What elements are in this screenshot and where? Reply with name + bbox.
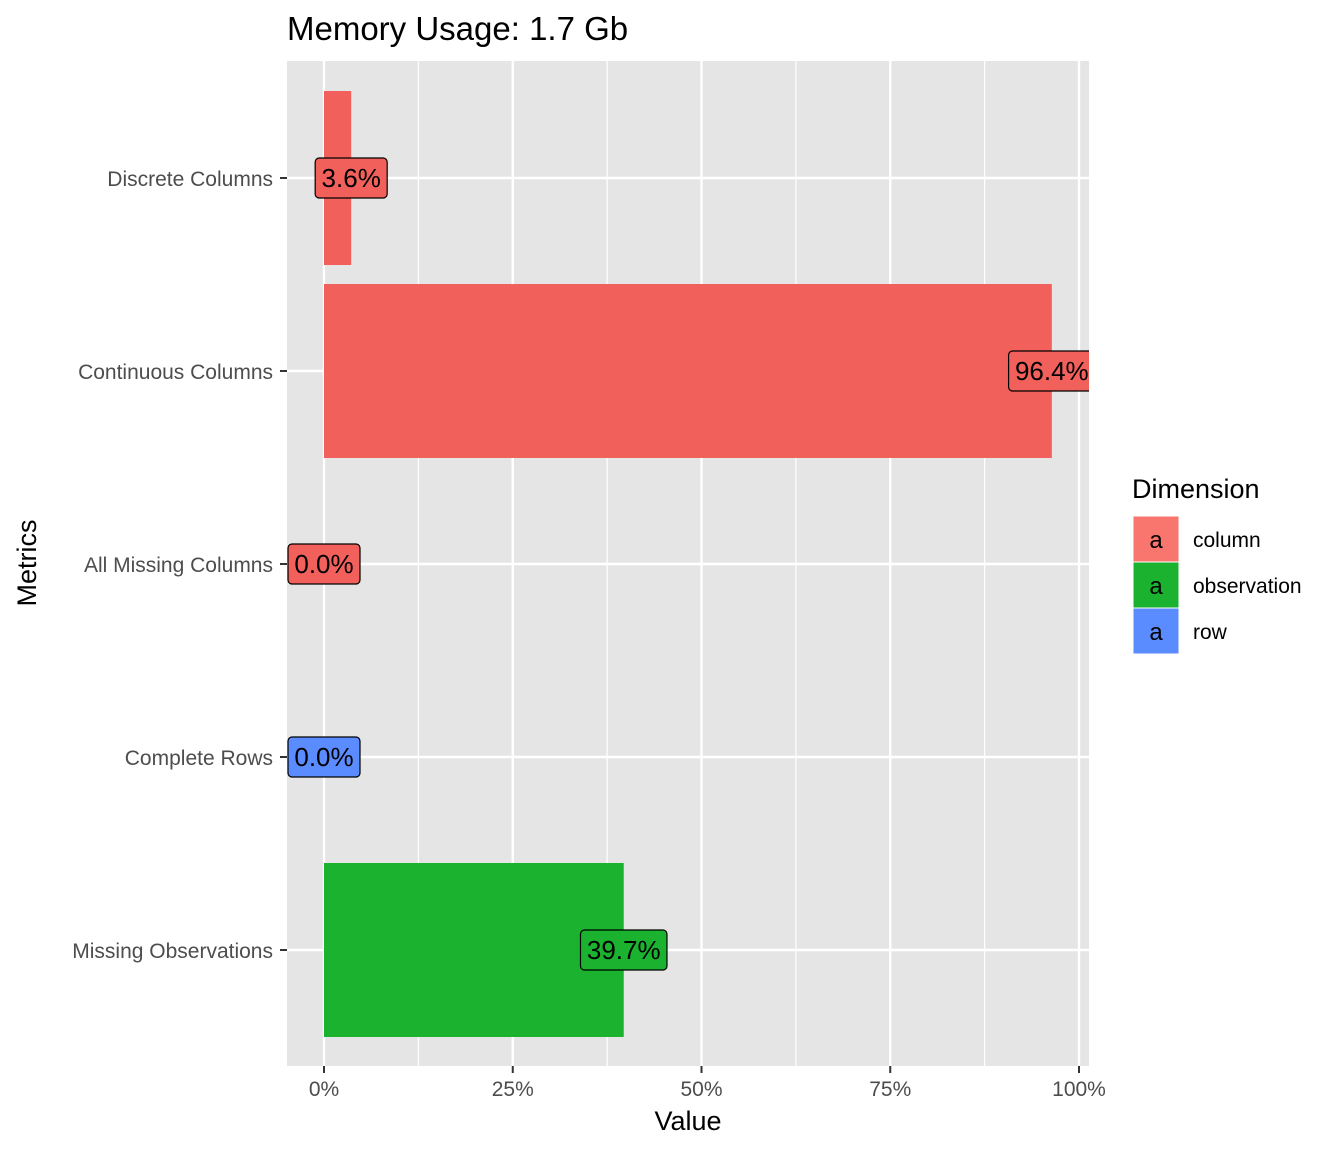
bar-missing-observations: [324, 863, 624, 1037]
data-label-text: 96.4%: [1015, 356, 1089, 386]
legend-item-row: a row: [1132, 607, 1228, 655]
legend-item-column: a column: [1132, 515, 1261, 563]
data-label-text: 39.7%: [587, 935, 661, 965]
legend-label: row: [1193, 621, 1228, 644]
bars: [324, 91, 1052, 1037]
legend-key: [1132, 607, 1180, 655]
x-tick-label: 0%: [309, 1078, 339, 1101]
x-tick-label: 75%: [869, 1078, 911, 1101]
data-label-text: 0.0%: [294, 742, 353, 772]
data-label: 39.7%: [579, 929, 668, 971]
y-tick-label: All Missing Columns: [84, 554, 273, 577]
y-axis-title: Metrics: [12, 520, 42, 607]
data-label-text: 3.6%: [322, 163, 381, 193]
legend-label: column: [1193, 529, 1261, 552]
legend-key: [1132, 561, 1180, 609]
legend-title: Dimension: [1132, 474, 1260, 504]
legend-key-glyph: a: [1149, 619, 1163, 646]
data-label-text: 0.0%: [294, 549, 353, 579]
legend-key: [1132, 515, 1180, 563]
y-tick-label: Discrete Columns: [107, 168, 273, 191]
y-tick-label: Complete Rows: [125, 747, 273, 770]
data-label: 0.0%: [287, 543, 361, 585]
data-label: 3.6%: [314, 157, 388, 199]
legend-key-glyph: a: [1149, 573, 1163, 600]
data-label: 0.0%: [287, 736, 361, 778]
x-axis: 0% 25% 50% 75% 100%: [309, 1066, 1106, 1101]
legend-label: observation: [1193, 575, 1302, 598]
x-tick-label: 25%: [492, 1078, 534, 1101]
chart-title: Memory Usage: 1.7 Gb: [287, 10, 628, 47]
data-label: 96.4%: [1007, 350, 1089, 392]
legend-key-glyph: a: [1149, 527, 1163, 554]
x-axis-title: Value: [654, 1106, 721, 1136]
bar-continuous-columns: [324, 284, 1052, 458]
legend: Dimension a column a observation a row: [1132, 474, 1302, 655]
x-tick-label: 50%: [680, 1078, 722, 1101]
y-axis: Discrete Columns Continuous Columns All Mi…: [72, 168, 287, 963]
legend-item-observation: a observation: [1132, 561, 1302, 609]
x-tick-label: 100%: [1052, 1078, 1106, 1101]
data-labels: 3.6% 96.4% 0.0% 0.0% 39.7%: [287, 157, 1089, 971]
y-tick-label: Missing Observations: [72, 940, 273, 963]
y-tick-label: Continuous Columns: [78, 361, 273, 384]
